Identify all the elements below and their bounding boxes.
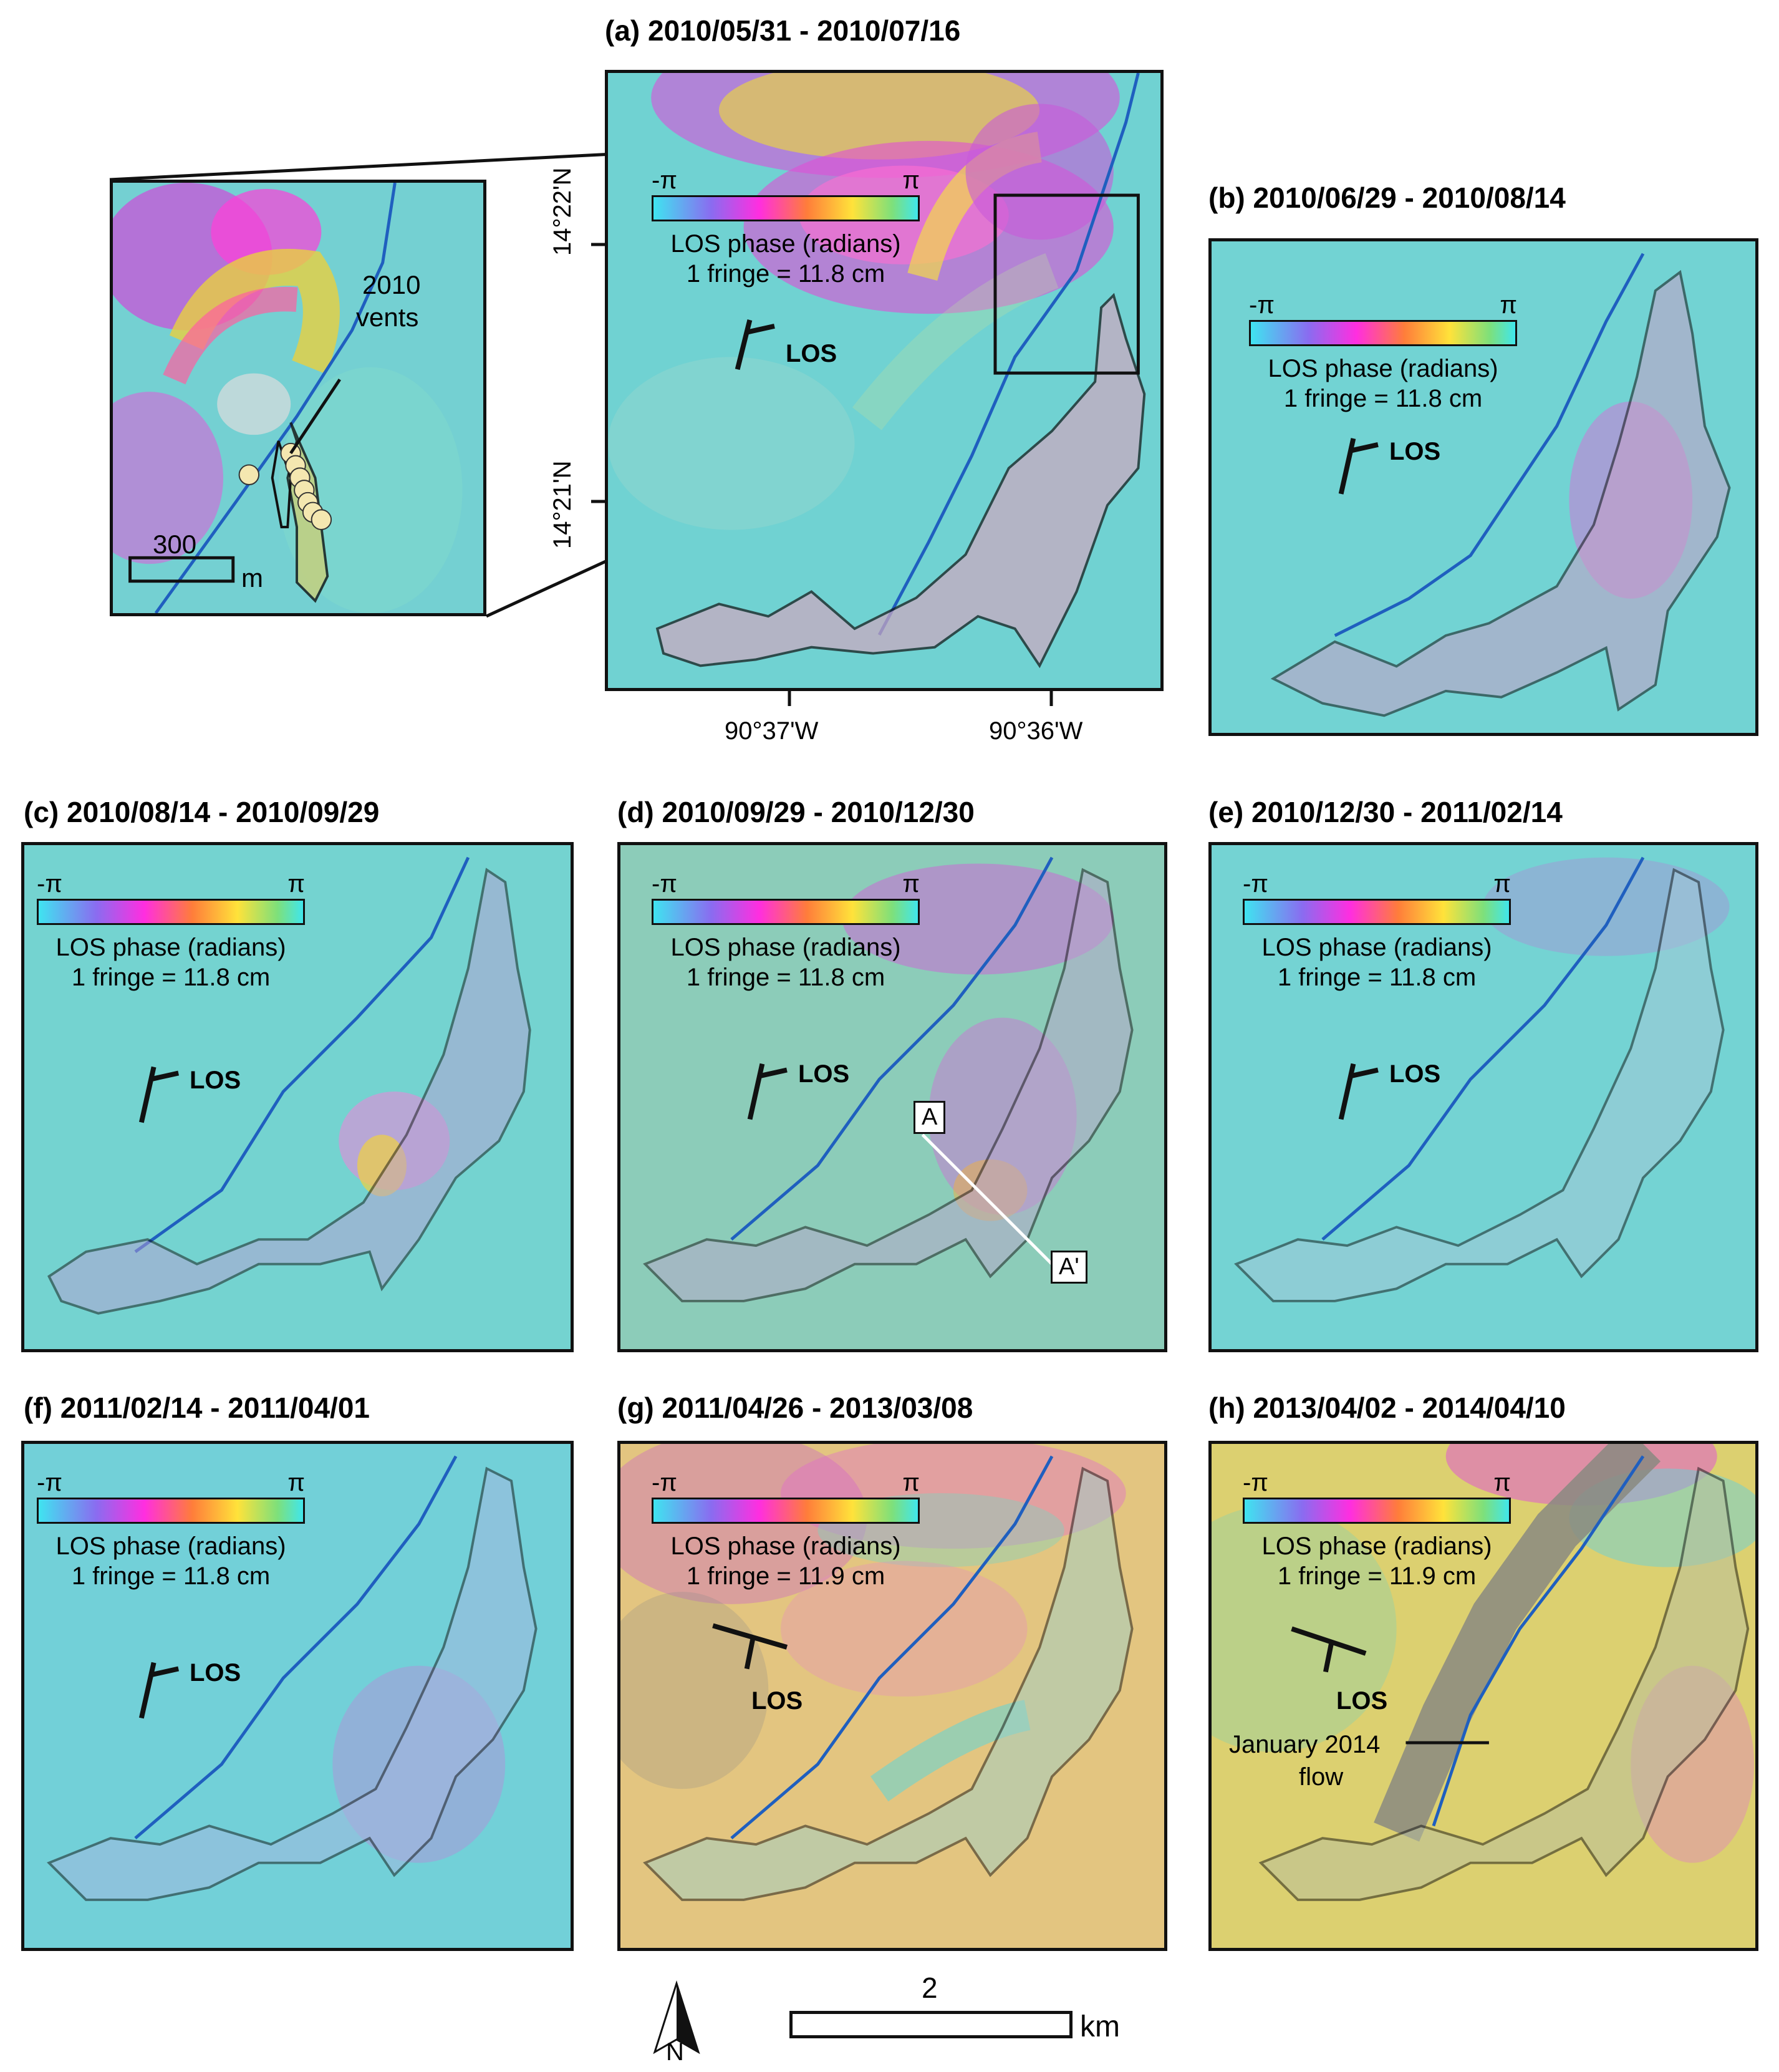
colorbar-ramp (652, 195, 920, 221)
scalebar (789, 2011, 1073, 2038)
los-label: LOS (1389, 438, 1441, 465)
inset-scale-value: 300 (153, 530, 197, 559)
los-label: LOS (751, 1687, 803, 1715)
panel-f-map: -π π LOS phase (radians) 1 fringe = 11.8 … (21, 1441, 574, 1951)
colorbar-g: -π π LOS phase (radians) 1 fringe = 11.9 … (652, 1469, 920, 1593)
colorbar-ramp (652, 899, 920, 925)
panel-title-f: (f) 2011/02/14 - 2011/04/01 (24, 1392, 370, 1424)
los-label: LOS (190, 1067, 241, 1094)
panel-title-e: (e) 2010/12/30 - 2011/02/14 (1208, 796, 1563, 828)
colorbar-f: -π π LOS phase (radians) 1 fringe = 11.8 … (37, 1469, 305, 1593)
colorbar-label: LOS phase (radians) (1261, 1532, 1492, 1560)
colorbar-max: π (287, 1469, 305, 1496)
inset-map: 2010 vents 300 m (110, 180, 486, 616)
panel-title-c: (c) 2010/08/14 - 2010/09/29 (24, 796, 380, 828)
colorbar-max: π (1493, 870, 1511, 898)
colorbar-min: -π (1243, 1469, 1268, 1496)
colorbar-min: -π (37, 1469, 62, 1496)
scalebar-value: 2 (922, 1972, 938, 2004)
colorbar-e: -π π LOS phase (radians) 1 fringe = 11.8 … (1243, 870, 1511, 994)
panel-title-d: (d) 2010/09/29 - 2010/12/30 (617, 796, 975, 828)
panel-c-map: -π π LOS phase (radians) 1 fringe = 11.8 … (21, 842, 574, 1352)
vents-label-year: 2010 (362, 270, 421, 299)
profile-label-a-prime: A' (1051, 1251, 1087, 1284)
colorbar-ramp (1243, 1498, 1511, 1524)
los-label: LOS (190, 1659, 241, 1687)
colorbar-min: -π (1243, 870, 1268, 898)
los-label: LOS (798, 1060, 850, 1088)
panel-a-map: -π π LOS phase (radians) 1 fringe = 11.8 … (605, 70, 1164, 691)
colorbar-label: LOS phase (radians) (1268, 355, 1498, 382)
colorbar-label: LOS phase (radians) (55, 934, 286, 961)
panel-title-h: (h) 2013/04/02 - 2014/04/10 (1208, 1392, 1566, 1424)
colorbar-ramp (652, 1498, 920, 1524)
panel-g-map: -π π LOS phase (radians) 1 fringe = 11.9 … (617, 1441, 1167, 1951)
colorbar-b: -π π LOS phase (radians) 1 fringe = 11.8 … (1249, 291, 1517, 415)
colorbar-max: π (1500, 291, 1517, 319)
colorbar-max: π (902, 870, 920, 898)
panel-g-interferogram (620, 1444, 1164, 1948)
flow-label-line2: flow (1299, 1763, 1344, 1791)
colorbar-h: -π π LOS phase (radians) 1 fringe = 11.9 … (1243, 1469, 1511, 1593)
colorbar-max: π (287, 870, 305, 898)
panel-e-interferogram (1212, 845, 1755, 1349)
panel-b-map: -π π LOS phase (radians) 1 fringe = 11.8 … (1208, 238, 1758, 736)
panel-d-interferogram (620, 845, 1164, 1349)
flow-label-line1: January 2014 (1229, 1731, 1381, 1758)
colorbar-min: -π (652, 870, 677, 898)
colorbar-min: -π (652, 167, 677, 194)
panel-d-map: -π π LOS phase (radians) 1 fringe = 11.8 … (617, 842, 1167, 1352)
colorbar-max: π (1493, 1469, 1511, 1496)
los-label: LOS (1389, 1060, 1441, 1088)
scalebar-unit: km (1080, 2010, 1120, 2043)
panel-title-b: (b) 2010/06/29 - 2010/08/14 (1208, 182, 1566, 214)
vents-label-text: vents (356, 303, 419, 332)
colorbar-max: π (902, 167, 920, 194)
fringe-label: 1 fringe = 11.8 cm (71, 1562, 271, 1590)
los-label: LOS (786, 340, 837, 367)
panel-e-map: -π π LOS phase (radians) 1 fringe = 11.8 … (1208, 842, 1758, 1352)
fringe-label: 1 fringe = 11.9 cm (686, 1562, 885, 1590)
colorbar-label: LOS phase (radians) (1261, 934, 1492, 961)
los-label: LOS (1336, 1687, 1388, 1715)
colorbar-min: -π (652, 1469, 677, 1496)
fringe-label: 1 fringe = 11.8 cm (686, 964, 885, 991)
fringe-label: 1 fringe = 11.8 cm (1277, 964, 1477, 991)
panel-c-interferogram (24, 845, 571, 1349)
colorbar-max: π (902, 1469, 920, 1496)
colorbar-label: LOS phase (radians) (670, 230, 901, 258)
colorbar-min: -π (37, 870, 62, 898)
inset-interferogram (113, 183, 483, 613)
colorbar-d: -π π LOS phase (radians) 1 fringe = 11.8 … (652, 870, 920, 994)
colorbar-ramp (1243, 899, 1511, 925)
fringe-label: 1 fringe = 11.8 cm (1283, 385, 1483, 412)
colorbar-label: LOS phase (radians) (55, 1532, 286, 1560)
colorbar-a: -π π LOS phase (radians) 1 fringe = 11.8 … (652, 167, 920, 291)
panel-f-interferogram (24, 1444, 571, 1948)
panel-h-map: -π π LOS phase (radians) 1 fringe = 11.9 … (1208, 1441, 1758, 1951)
lat-label-1: 14°22'N (549, 167, 576, 256)
colorbar-label: LOS phase (radians) (670, 1532, 901, 1560)
north-arrow-icon (653, 1980, 700, 2055)
panel-h-interferogram (1212, 1444, 1755, 1948)
profile-label-a: A (914, 1101, 946, 1134)
colorbar-ramp (37, 899, 305, 925)
fringe-label: 1 fringe = 11.8 cm (71, 964, 271, 991)
north-label: N (666, 2038, 684, 2066)
panel-title-g: (g) 2011/04/26 - 2013/03/08 (617, 1392, 973, 1424)
panel-a-interferogram (608, 73, 1160, 688)
panel-title-a: (a) 2010/05/31 - 2010/07/16 (605, 14, 961, 47)
colorbar-c: -π π LOS phase (radians) 1 fringe = 11.8 … (37, 870, 305, 994)
colorbar-ramp (37, 1498, 305, 1524)
colorbar-label: LOS phase (radians) (670, 934, 901, 961)
lon-label-2: 90°36'W (989, 717, 1083, 745)
fringe-label: 1 fringe = 11.8 cm (686, 260, 885, 288)
fringe-label: 1 fringe = 11.9 cm (1277, 1562, 1477, 1590)
lon-label-1: 90°37'W (725, 717, 819, 745)
colorbar-min: -π (1249, 291, 1275, 319)
colorbar-ramp (1249, 320, 1517, 346)
lat-label-2: 14°21'N (549, 460, 576, 549)
inset-scale-unit: m (241, 563, 263, 593)
